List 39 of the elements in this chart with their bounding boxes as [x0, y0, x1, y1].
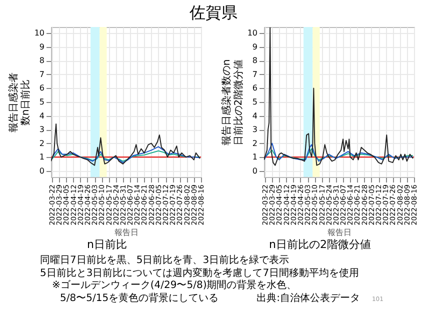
- line-series: [264, 142, 413, 162]
- x-axis-title: 報告日: [114, 228, 138, 238]
- chart-title: 佐賀県: [188, 2, 238, 23]
- y-axis-title: 報告日感染者数n日前比: [6, 72, 31, 132]
- y-tick-label: 6: [38, 84, 44, 93]
- text: ※ゴールデンウィーク(4/29〜5/8)期間の背景を水色、: [51, 280, 298, 292]
- line-series: [264, 27, 413, 166]
- y-tick-label: 3: [252, 125, 257, 134]
- y-tick-label: 6: [252, 84, 257, 93]
- line-series: [264, 148, 413, 160]
- y-tick-label: 2: [252, 138, 257, 148]
- y-axis-title: 報告日感染者数のn日前比の2階微分値: [220, 59, 244, 146]
- line-series: [50, 146, 200, 164]
- y-tick-label: 3: [38, 125, 44, 134]
- x-axis-title: 報告日: [327, 228, 351, 238]
- y-tick-label: 0: [252, 166, 257, 176]
- text: 5/8〜5/15を黄色の背景にしている: [59, 292, 219, 304]
- y-tick-label: 9: [38, 42, 44, 52]
- y-tick-label: 10: [34, 28, 44, 38]
- y-tick-label: 4: [252, 111, 257, 120]
- text: 同曜日7日前比を黒、5日前比を青、3日前比を緑で表示: [39, 255, 290, 268]
- y-tick-label: 8: [252, 56, 257, 66]
- source-note: 出典:自治体公表データ: [256, 292, 360, 304]
- y-tick-label: 10: [246, 28, 257, 38]
- y-tick-label: 1: [38, 152, 44, 162]
- y-tick-label: 2: [38, 138, 44, 148]
- y-tick-label: 5: [38, 98, 44, 106]
- y-tick-label: 0: [38, 166, 44, 176]
- text: n日前比: [87, 237, 127, 252]
- text: 5日前比と3日前比については週内変動を考慮して7日間移動平均を使用: [39, 268, 360, 280]
- y-tick-label: 9: [252, 42, 257, 52]
- y-tick-label: 4: [38, 111, 44, 120]
- y-tick-label: 7: [252, 70, 257, 79]
- y-tick-label: 1: [252, 152, 257, 162]
- line-series: [50, 124, 200, 166]
- text: n日前比の2階微分値: [269, 237, 371, 252]
- y-tick-label: 5: [252, 98, 257, 106]
- y-tick-label: 7: [38, 70, 44, 79]
- y-tick-label: 8: [38, 56, 44, 66]
